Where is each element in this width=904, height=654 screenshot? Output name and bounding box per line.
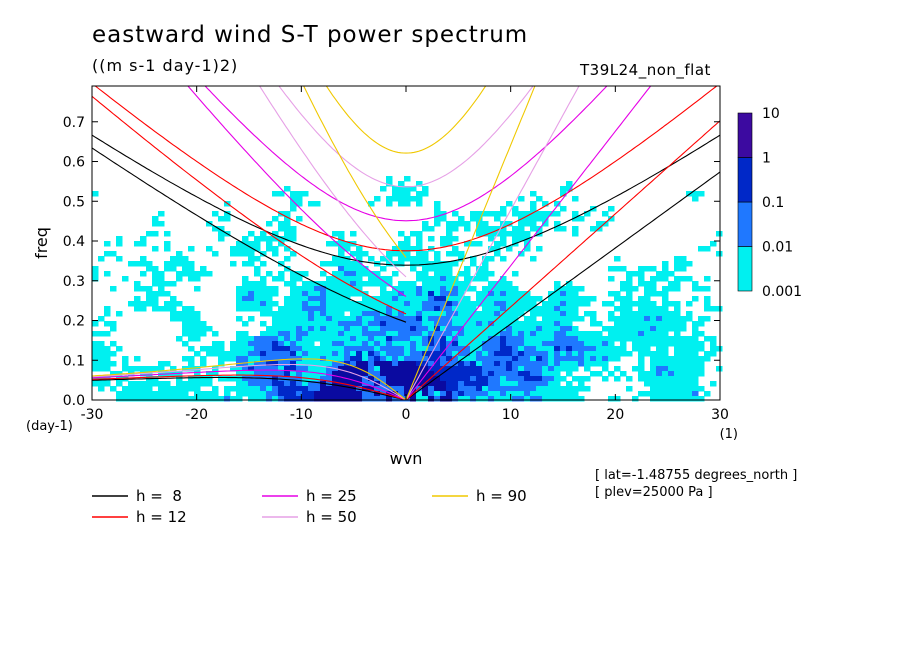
- legend-label-h8: h = 8: [136, 487, 182, 505]
- colorbar-label: 0.001: [762, 284, 802, 300]
- kelvin-curve-h90: [405, 86, 536, 400]
- colorbar-segment: [737, 157, 753, 203]
- gravity-curve-h50: [278, 86, 534, 188]
- gravity-curve-h90: [325, 86, 487, 154]
- x-tick-label: -10: [290, 407, 313, 423]
- units-subtitle: ((m s-1 day-1)2): [92, 56, 239, 75]
- x-tick-label: 10: [502, 407, 520, 423]
- colorbar-label: 1: [762, 151, 771, 167]
- mrg-curve-h50: [258, 86, 407, 278]
- experiment-label: T39L24_non_flat: [580, 61, 711, 79]
- chart-title: eastward wind S-T power spectrum: [92, 22, 529, 48]
- colorbar-label: 10: [762, 106, 780, 122]
- mrg-curve-h8: [92, 147, 407, 323]
- gravity-curve-h25: [204, 86, 608, 222]
- legend-label-h12: h = 12: [136, 508, 187, 526]
- y-tick-label: 0.1: [63, 353, 85, 369]
- x-unit-label: (1): [720, 427, 738, 442]
- y-tick-label: 0.2: [63, 314, 85, 330]
- y-tick-label: 0.0: [63, 393, 85, 409]
- x-axis-label: wvn: [390, 449, 423, 468]
- kelvin-curve-h50: [405, 86, 580, 400]
- y-tick-label: 0.6: [63, 155, 85, 171]
- y-axis-label: freq: [32, 227, 51, 259]
- colorbar-label: 0.1: [762, 195, 784, 211]
- kelvin-curve-h8: [405, 171, 720, 400]
- colorbar-segment: [737, 246, 753, 292]
- y-tick-label: 0.5: [63, 194, 85, 210]
- rossby-curve-h8: [92, 376, 407, 400]
- legend-label-h90: h = 90: [476, 487, 527, 505]
- latitude-note: [ lat=-1.48755 degrees_north ]: [595, 468, 798, 483]
- x-tick-label: 0: [402, 407, 411, 423]
- rossby-curve-h12: [92, 374, 407, 400]
- dispersion-curves: [92, 86, 720, 400]
- x-tick-label: -30: [81, 407, 104, 423]
- rossby-curve-h50: [92, 363, 407, 400]
- colorbar-label: 0.01: [762, 240, 793, 256]
- y-unit-label: (day-1): [26, 419, 73, 434]
- x-tick-label: 30: [711, 407, 729, 423]
- y-tick-label: 0.7: [63, 115, 85, 131]
- gravity-curve-h8: [92, 134, 720, 266]
- pressure-level-note: [ plev=25000 Pa ]: [595, 485, 713, 500]
- mrg-curve-h90: [303, 86, 407, 258]
- gravity-curve-h12: [94, 86, 718, 252]
- legend-label-h25: h = 25: [306, 487, 357, 505]
- x-tick-label: -20: [185, 407, 208, 423]
- colorbar-segment: [737, 112, 753, 158]
- mrg-curve-h25: [187, 86, 407, 297]
- rossby-curve-h25: [92, 369, 407, 400]
- mrg-curve-h12: [92, 95, 407, 315]
- rossby-curve-h90: [92, 358, 407, 400]
- y-tick-label: 0.4: [63, 234, 85, 250]
- kelvin-curve-h12: [405, 120, 720, 400]
- x-tick-label: 20: [606, 407, 624, 423]
- colorbar-segment: [737, 201, 753, 247]
- kelvin-curve-h25: [405, 86, 652, 400]
- y-tick-label: 0.3: [63, 274, 85, 290]
- legend-label-h50: h = 50: [306, 508, 357, 526]
